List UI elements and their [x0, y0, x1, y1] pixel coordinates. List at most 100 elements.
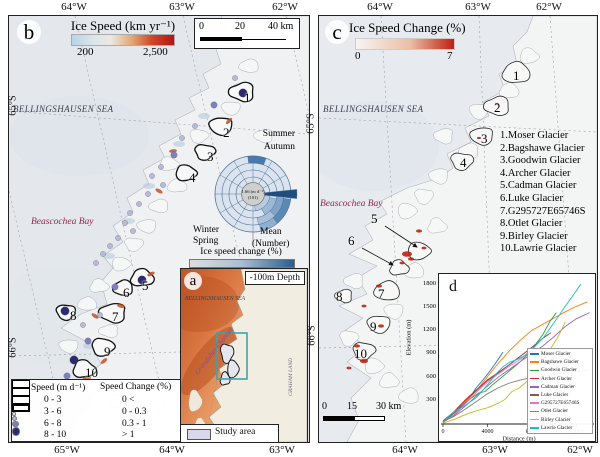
- panel-d-label: d: [449, 278, 457, 295]
- scalebar-b-0: 0: [199, 21, 204, 32]
- glacier-number-label: 10: [354, 346, 367, 361]
- rose-winter-label: Winter: [193, 225, 219, 235]
- speed-change-colorbar-title: Ice Speed Change (%): [349, 20, 466, 35]
- chart-legend-item: Otlet Glacier: [530, 407, 590, 415]
- speed-change-dot: [136, 201, 142, 207]
- rose-spring-label: Spring: [193, 236, 219, 246]
- glacier-list-item: 3.Goodwin Glacier: [500, 155, 581, 167]
- speed-change-dot: [80, 322, 86, 328]
- rose-colorbar-title: Ice speed change (%): [200, 247, 282, 257]
- glacier-number-label: 1: [244, 90, 251, 105]
- map-legend-box: Ice Speed (m d⁻¹) Speed Change (%) 0 - 3…: [11, 379, 184, 442]
- change-class-label: 0.3 - 1: [122, 419, 147, 429]
- speed-change-dot: [93, 260, 99, 266]
- longitude-label-bottom: 63°W: [482, 444, 508, 456]
- glacier-list-item: 7.G295727E65746S: [500, 205, 586, 217]
- legend-line-swatch: [530, 377, 539, 380]
- study-area-legend-box: Study area: [181, 424, 279, 442]
- speed-change-dot: [122, 220, 128, 226]
- glacier-number-label: 9: [370, 319, 377, 334]
- ice-speed-colorbar-max: 2,500: [143, 46, 168, 58]
- glacier-name-list: 1.Moser Glacier 2.Bagshawe Glacier 3.Goodw…: [500, 130, 597, 256]
- legend-speed-title: Ice Speed (m d⁻¹): [17, 383, 86, 393]
- longitude-label-top: 63°W: [169, 1, 195, 13]
- longitude-label-bottom: 64°W: [392, 444, 418, 456]
- scalebar-c-0: 0: [322, 401, 327, 412]
- glacier-list-item: 6.Luke Glacier: [500, 192, 563, 204]
- scalebar-b-40: 40 km: [268, 21, 294, 32]
- scalebar-c-30: 30 km: [376, 401, 402, 412]
- longitude-label-bottom: 65°W: [54, 444, 80, 456]
- chart-ytick-label: 1800: [423, 279, 436, 287]
- legend-change-title: Speed Change (%): [100, 382, 172, 392]
- speed-change-dot: [210, 101, 218, 109]
- legend-series-name: Lawrie Glacier: [541, 424, 573, 431]
- depth-label-box: -100m Depth: [244, 271, 305, 285]
- scalebar-b-20: 20: [235, 21, 245, 32]
- scalebar-c-bar-solid: [323, 416, 354, 421]
- legend-series-name: Otlet Glacier: [541, 408, 568, 415]
- sea-label-b: BELLINGSHAUSEN SEA: [13, 104, 114, 114]
- speed-change-dot: [69, 355, 79, 365]
- speed-change-dot: [97, 312, 103, 318]
- speed-change-dot: [137, 275, 147, 285]
- panel-a-locator-map: a -100m Depth BELLINGSHAUSEN SEA Grandid…: [180, 268, 308, 443]
- glacier-number-label: 1: [513, 68, 520, 83]
- ice-speed-colorbar-min: 200: [77, 46, 94, 58]
- legend-line-swatch: [530, 410, 539, 413]
- panel-b-map: b Ice Speed (km yr⁻¹) 200 2,500 0 20 40 …: [8, 15, 310, 443]
- speed-change-dot: [127, 210, 133, 216]
- speed-change-dot: [130, 228, 136, 234]
- panel-d-chart: 04000800012000Distance (m) d Moser Glaci…: [438, 273, 596, 442]
- legend-line-swatch: [530, 353, 539, 355]
- chart-ylabel: Elevation (m): [405, 319, 413, 356]
- chart-legend-item: Lawrie Glacier: [530, 424, 590, 432]
- bay-label-b: Beascochea Bay: [31, 217, 94, 227]
- chart-legend-item: Bagshawe Glacier: [530, 358, 590, 366]
- change-class-label: > 1: [122, 430, 135, 440]
- glacier-list-item: 4.Archer Glacier: [500, 167, 571, 179]
- scalebar-b-bar-line: [242, 38, 286, 40]
- glacier-number-label: 2: [223, 125, 230, 140]
- chart-legend: Moser Glacier Bagshawe Glacier Goodwin Gla…: [527, 348, 593, 434]
- depth-label: -100m Depth: [249, 273, 300, 283]
- glacier-number-label: 7: [378, 286, 385, 301]
- longitude-label-bottom: 63°W: [269, 444, 295, 456]
- speed-change-dot: [100, 251, 106, 257]
- scalebar-b-bar-solid: [200, 37, 242, 41]
- svg-text:0: 0: [442, 429, 445, 435]
- chart-legend-item: Cadman Glacier: [530, 383, 590, 391]
- legend-series-name: Goodwin Glacier: [541, 367, 577, 374]
- speed-change-colorbar: [355, 38, 455, 50]
- study-area-label: Study area: [215, 427, 256, 437]
- glacier-number-label: 7: [112, 309, 119, 324]
- svg-text:Distance (m): Distance (m): [502, 436, 535, 442]
- series-line: [442, 283, 582, 423]
- scalebar-c-bar-open: [354, 416, 385, 421]
- rose-mean-label: Mean: [260, 227, 282, 237]
- bay-label-c: Beascochea Bay: [320, 199, 383, 209]
- chart-ytick-labels: 300 600 900 1200 1500 1800: [319, 16, 599, 444]
- legend-series-name: G295727E65746S: [541, 400, 580, 407]
- glacier-list-item: 10.Lawrie Glacier: [500, 243, 577, 255]
- speed-change-dot: [145, 191, 151, 197]
- chart-ytick-label: 1500: [423, 302, 436, 310]
- chart-ytick-label: 1200: [423, 326, 436, 334]
- speed-class-swatch: [12, 396, 30, 404]
- legend-line-swatch: [530, 369, 539, 372]
- glacier-number-label: 8: [70, 308, 77, 323]
- change-class-label: 0 <: [122, 395, 135, 405]
- glacier-list-item: 8.Otlet Glacier: [500, 218, 563, 230]
- glacier-number-label: 10: [85, 365, 98, 380]
- panel-a-label: a: [184, 272, 202, 290]
- glacier-number-label: 6: [123, 285, 130, 300]
- speed-change-dot: [192, 123, 198, 129]
- speed-change-dot: [232, 75, 238, 81]
- longitude-label-top: 64°W: [61, 1, 87, 13]
- chart-ytick-label: 600: [426, 372, 436, 380]
- longitude-label-bottom: 64°W: [159, 444, 185, 456]
- series-line: [442, 351, 504, 423]
- panel-a-map-canvas: [181, 269, 307, 442]
- longitude-label-top: 63°W: [465, 1, 491, 13]
- scalebar-b-box: [194, 18, 300, 49]
